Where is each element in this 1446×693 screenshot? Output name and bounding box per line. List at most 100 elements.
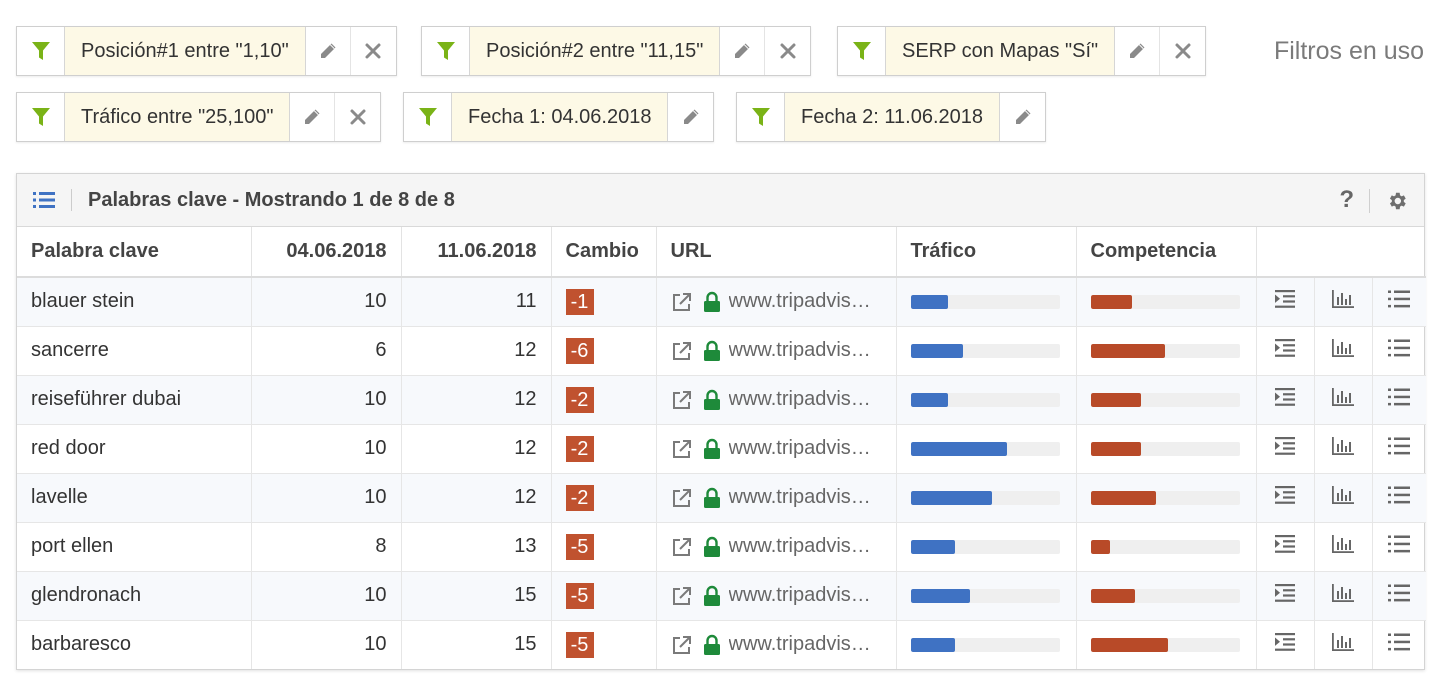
keyword-cell[interactable]: blauer stein <box>17 277 252 327</box>
external-link-icon[interactable] <box>671 536 693 558</box>
serp-list-button[interactable] <box>1372 571 1426 621</box>
pencil-icon <box>1015 109 1030 124</box>
details-button[interactable] <box>1256 326 1315 376</box>
serp-list-button[interactable] <box>1372 277 1426 327</box>
traffic-bar <box>910 343 1060 358</box>
position-date2-cell: 12 <box>401 424 552 474</box>
serp-list-button[interactable] <box>1372 326 1426 376</box>
remove-filter-button[interactable] <box>351 27 396 75</box>
filter-label[interactable]: Tráfico entre "25,100" <box>65 93 291 141</box>
url-link[interactable]: www.tripadvisor.de <box>728 339 877 361</box>
filter-label[interactable]: SERP con Mapas "Sí" <box>886 27 1116 75</box>
gear-icon[interactable] <box>1386 190 1408 212</box>
details-button[interactable] <box>1256 277 1315 327</box>
chart-button[interactable] <box>1314 571 1373 621</box>
filter-chip: Tráfico entre "25,100" <box>16 92 382 142</box>
keyword-cell[interactable]: glendronach <box>17 571 252 621</box>
filter-label[interactable]: Posición#2 entre "11,15" <box>470 27 721 75</box>
edit-filter-button[interactable] <box>668 93 713 141</box>
keyword-cell[interactable]: sancerre <box>17 326 252 376</box>
url-link[interactable]: www.tripadvisor.de <box>728 486 877 508</box>
external-link-icon[interactable] <box>671 634 693 656</box>
change-badge: -5 <box>565 631 594 658</box>
change-cell: -1 <box>551 277 657 327</box>
edit-filter-button[interactable] <box>290 93 336 141</box>
details-button[interactable] <box>1256 571 1315 621</box>
edit-filter-button[interactable] <box>720 27 766 75</box>
filter-funnel <box>422 27 470 75</box>
url-link[interactable]: www.tripadvisor.de <box>728 437 877 459</box>
col-change[interactable]: Cambio <box>551 227 657 278</box>
keyword-cell[interactable]: lavelle <box>17 473 252 523</box>
details-button[interactable] <box>1256 522 1315 572</box>
position-date2-cell: 11 <box>401 277 552 327</box>
keyword-cell[interactable]: barbaresco <box>17 620 252 669</box>
filter-chip: SERP con Mapas "Sí" <box>837 26 1207 76</box>
url-cell: www.tripadvisor.de <box>656 620 897 669</box>
edit-filter-button[interactable] <box>1000 93 1045 141</box>
external-link-icon[interactable] <box>671 438 693 460</box>
filter-label[interactable]: Fecha 2: 11.06.2018 <box>785 93 1000 141</box>
col-url[interactable]: URL <box>656 227 897 278</box>
details-button[interactable] <box>1256 375 1315 425</box>
chart-button[interactable] <box>1314 620 1373 669</box>
list-icon[interactable] <box>33 191 55 209</box>
bar-chart-icon <box>1332 289 1354 308</box>
bar-chart-icon <box>1332 583 1354 602</box>
position-date1-cell: 8 <box>251 522 402 572</box>
keywords-table: Palabra clave 04.06.2018 11.06.2018 Camb… <box>17 227 1426 669</box>
col-traffic[interactable]: Tráfico <box>896 227 1077 278</box>
change-badge: -6 <box>565 337 594 364</box>
chart-button[interactable] <box>1314 375 1373 425</box>
details-button[interactable] <box>1256 620 1315 669</box>
keyword-cell[interactable]: port ellen <box>17 522 252 572</box>
col-date1[interactable]: 04.06.2018 <box>251 227 402 278</box>
external-link-icon[interactable] <box>671 291 693 313</box>
edit-filter-button[interactable] <box>306 27 351 75</box>
external-link-icon[interactable] <box>671 585 693 607</box>
col-keyword[interactable]: Palabra clave <box>17 227 252 278</box>
col-competition[interactable]: Competencia <box>1076 227 1257 278</box>
bar-chart-icon <box>1332 534 1354 553</box>
url-link[interactable]: www.tripadvisor.de <box>728 584 877 606</box>
chart-button[interactable] <box>1314 326 1373 376</box>
close-icon <box>365 43 381 59</box>
serp-list-button[interactable] <box>1372 620 1426 669</box>
chart-button[interactable] <box>1314 277 1373 327</box>
filter-label[interactable]: Fecha 1: 04.06.2018 <box>452 93 669 141</box>
filter-chip: Posición#1 entre "1,10" <box>16 26 397 76</box>
url-link[interactable]: www.tripadvisor.de <box>728 388 877 410</box>
serp-list-button[interactable] <box>1372 424 1426 474</box>
details-button[interactable] <box>1256 424 1315 474</box>
position-date2-cell: 12 <box>401 375 552 425</box>
remove-filter-button[interactable] <box>765 27 810 75</box>
url-link[interactable]: www.tripadvisor.de <box>728 290 877 313</box>
lock-icon <box>703 487 720 508</box>
url-link[interactable]: www.tripadvisor.de <box>728 633 877 656</box>
traffic-bar <box>910 392 1060 407</box>
external-link-icon[interactable] <box>671 487 693 509</box>
remove-filter-button[interactable] <box>335 93 380 141</box>
serp-list-button[interactable] <box>1372 473 1426 523</box>
lock-icon <box>703 536 720 557</box>
details-icon <box>1275 387 1295 406</box>
external-link-icon[interactable] <box>671 389 693 411</box>
external-link-icon[interactable] <box>671 340 693 362</box>
serp-list-button[interactable] <box>1372 522 1426 572</box>
edit-filter-button[interactable] <box>1115 27 1161 75</box>
serp-list-button[interactable] <box>1372 375 1426 425</box>
filter-label[interactable]: Posición#1 entre "1,10" <box>65 27 306 75</box>
change-badge: -5 <box>565 582 594 609</box>
details-button[interactable] <box>1256 473 1315 523</box>
chart-button[interactable] <box>1314 424 1373 474</box>
funnel-icon <box>852 42 871 60</box>
keyword-cell[interactable]: red door <box>17 424 252 474</box>
remove-filter-button[interactable] <box>1160 27 1205 75</box>
keyword-cell[interactable]: reiseführer dubai <box>17 375 252 425</box>
chart-button[interactable] <box>1314 473 1373 523</box>
chart-button[interactable] <box>1314 522 1373 572</box>
url-link[interactable]: www.tripadvisor.de <box>728 535 877 557</box>
help-icon[interactable]: ? <box>1339 186 1354 213</box>
col-date2[interactable]: 11.06.2018 <box>401 227 552 278</box>
